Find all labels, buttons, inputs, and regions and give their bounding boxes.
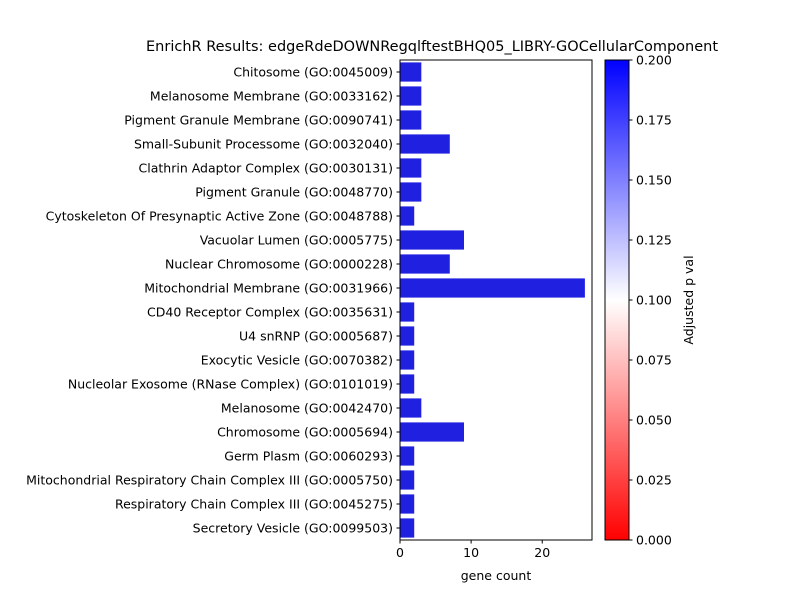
x-tick-label: 10	[463, 545, 479, 560]
x-axis-label: gene count	[461, 568, 532, 583]
colorbar-tick-label: 0.000	[636, 533, 672, 548]
colorbar-tick-label: 0.075	[636, 353, 672, 368]
bar	[400, 326, 415, 346]
bar	[400, 182, 422, 202]
colorbar-tick-label: 0.025	[636, 473, 672, 488]
category-label: Chitosome (GO:0045009)	[233, 65, 393, 80]
bar	[400, 62, 422, 82]
category-labels: Chitosome (GO:0045009) Melanosome Membran…	[26, 65, 400, 536]
x-tick-label: 0	[396, 545, 404, 560]
x-tick-label: 20	[534, 545, 550, 560]
chart-title: EnrichR Results: edgeRdeDOWNRegqlftestBH…	[146, 39, 718, 55]
category-label: Cytoskeleton Of Presynaptic Active Zone …	[46, 209, 393, 224]
category-label: Secretory Vesicle (GO:0099503)	[193, 521, 393, 536]
bar	[400, 470, 415, 490]
colorbar-tick-label: 0.175	[636, 113, 672, 128]
bar	[400, 254, 450, 274]
bar	[400, 206, 415, 226]
colorbar	[604, 59, 630, 541]
category-label: Clathrin Adaptor Complex (GO:0030131)	[139, 161, 393, 176]
bar	[400, 158, 422, 178]
category-label: Germ Plasm (GO:0060293)	[224, 449, 393, 464]
colorbar-tick-label: 0.100	[636, 293, 672, 308]
category-label: Respiratory Chain Complex III (GO:004527…	[115, 497, 393, 512]
colorbar-tick-label: 0.150	[636, 173, 672, 188]
category-label: Nucleolar Exosome (RNase Complex) (GO:01…	[68, 377, 393, 392]
colorbar-tick-label: 0.200	[636, 53, 672, 68]
category-label: Vacuolar Lumen (GO:0005775)	[200, 233, 393, 248]
category-label: Melanosome (GO:0042470)	[221, 401, 393, 416]
colorbar-ticks: 0.000 0.025 0.050 0.075 0.100 0.125 0.150 0.175…	[629, 53, 672, 548]
bar	[400, 86, 422, 106]
colorbar-label: Adjusted p val	[681, 255, 696, 344]
bar	[400, 134, 450, 154]
category-label: CD40 Receptor Complex (GO:0035631)	[147, 305, 393, 320]
category-label: Small-Subunit Processome (GO:0032040)	[134, 137, 393, 152]
colorbar-tick-label: 0.125	[636, 233, 672, 248]
bar	[400, 374, 415, 394]
category-label: Pigment Granule Membrane (GO:0090741)	[124, 113, 393, 128]
bar	[400, 350, 415, 370]
category-label: Mitochondrial Membrane (GO:0031966)	[144, 281, 393, 296]
category-label: Mitochondrial Respiratory Chain Complex …	[26, 473, 393, 488]
colorbar-tick-label: 0.050	[636, 413, 672, 428]
bar	[400, 278, 585, 298]
bar	[400, 302, 415, 322]
bar	[400, 494, 415, 514]
bar	[400, 422, 464, 442]
x-axis: 0 10 20	[396, 540, 550, 560]
plot-frame	[399, 59, 593, 541]
bar	[400, 518, 415, 538]
bar	[400, 230, 464, 250]
category-label: Pigment Granule (GO:0048770)	[195, 185, 393, 200]
bar	[400, 110, 422, 130]
bar	[400, 398, 422, 418]
category-label: Melanosome Membrane (GO:0033162)	[150, 89, 393, 104]
bars-layer	[400, 62, 585, 538]
category-label: Nuclear Chromosome (GO:0000228)	[165, 257, 393, 272]
category-label: Chromosome (GO:0005694)	[217, 425, 393, 440]
bar	[400, 446, 415, 466]
category-label: Exocytic Vesicle (GO:0070382)	[201, 353, 393, 368]
category-label: U4 snRNP (GO:0005687)	[239, 329, 393, 344]
